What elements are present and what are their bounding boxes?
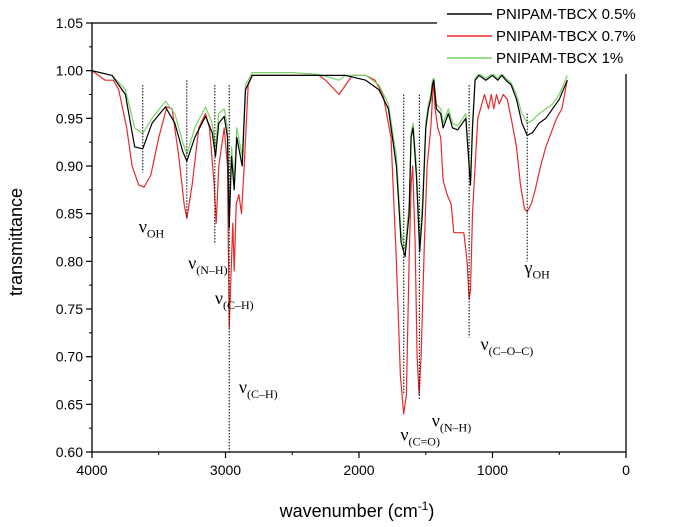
x-axis-title: wavenumber (cm-1) [279, 499, 435, 521]
x-tick-label: 1000 [477, 462, 508, 478]
y-tick-label: 0.70 [56, 349, 83, 365]
x-tick-label: 3000 [210, 462, 241, 478]
legend-label: PNIPAM-TBCX 0.5% [496, 6, 636, 23]
x-axis-title-main: wavenumber (cm [279, 501, 418, 521]
legend-box [437, 0, 687, 74]
legend: PNIPAM-TBCX 0.5% PNIPAM-TBCX 0.7% PNIPAM-T… [437, 0, 687, 74]
annotation-symbol: ν [188, 253, 196, 273]
annotation-subscript: (C–H) [247, 387, 278, 401]
annotation-subscript: (C–H) [223, 298, 254, 312]
y-tick-label: 0.95 [56, 110, 83, 126]
annotation-symbol: ν [400, 425, 408, 445]
annotation-nu-oh: νOH [139, 217, 165, 241]
y-tick-label: 0.85 [56, 206, 83, 222]
annotation-nu-ch-2: ν(C–H) [239, 377, 278, 401]
annotation-symbol: ν [239, 377, 247, 397]
annotation-subscript: (C=O) [409, 435, 440, 449]
annotation-symbol: ν [139, 217, 147, 237]
y-tick-label: 1.05 [56, 15, 83, 31]
band-marker-lines [142, 80, 528, 452]
y-tick-label: 0.90 [56, 158, 83, 174]
plot-frame [91, 22, 627, 453]
x-tick-label: 0 [622, 462, 630, 478]
y-tick-label: 1.00 [56, 63, 83, 79]
y-tick-label: 0.80 [56, 253, 83, 269]
annotation-nu-nh-2: ν(N–H) [432, 410, 471, 434]
y-tick-label: 0.65 [56, 396, 83, 412]
plot-area [91, 70, 568, 415]
x-axis-ticks: 4000 3000 2000 1000 0 [76, 452, 630, 478]
y-axis-title: transmittance [6, 188, 26, 296]
y-tick-label: 0.75 [56, 301, 83, 317]
legend-label: PNIPAM-TBCX 1% [496, 50, 623, 67]
annotation-gamma-oh: γOH [524, 258, 551, 282]
series-line-pnipam-tbcx-0-5 [91, 70, 568, 258]
series-line-pnipam-tbcx-0-7 [91, 70, 568, 415]
annotation-subscript: (N–H) [440, 420, 471, 434]
annotation-nu-coc: ν(C–O–C) [480, 334, 533, 358]
annotation-subscript: (C–O–C) [489, 344, 534, 358]
x-tick-label: 2000 [343, 462, 374, 478]
annotation-symbol: ν [215, 288, 223, 308]
y-tick-label: 0.60 [56, 444, 83, 460]
legend-label: PNIPAM-TBCX 0.7% [496, 28, 636, 45]
annotation-nu-nh-1: ν(N–H) [188, 253, 227, 277]
y-axis-ticks: 0.60 0.65 0.70 0.75 0.80 0.85 0.90 0.95 1.00 1.05 [56, 15, 92, 460]
annotation-nu-co: ν(C=O) [400, 425, 440, 449]
annotation-symbol: ν [480, 334, 488, 354]
annotation-subscript: (N–H) [196, 263, 227, 277]
annotation-symbol: γ [524, 258, 533, 278]
x-axis-title-tail: ) [428, 501, 434, 521]
annotation-symbol: ν [432, 410, 440, 430]
annotation-subscript: OH [147, 227, 165, 241]
annotation-nu-ch-1: ν(C–H) [215, 288, 254, 312]
x-tick-label: 4000 [76, 462, 107, 478]
band-annotations: νOHν(N–H)ν(C–H)ν(C–H)ν(C=O)ν(N–H)ν(C–O–C… [139, 217, 550, 449]
annotation-subscript: OH [533, 268, 551, 282]
series-line-pnipam-tbcx-1 [91, 70, 568, 251]
x-axis-title-sup: -1 [418, 499, 429, 513]
